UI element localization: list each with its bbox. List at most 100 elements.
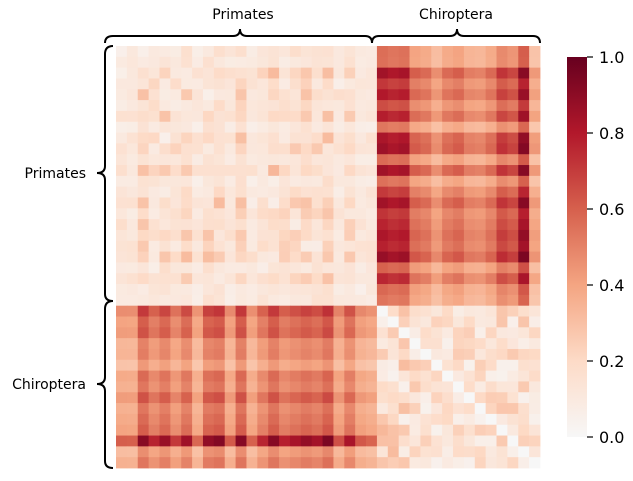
heatmap-cell	[224, 208, 236, 220]
heatmap-cell	[279, 392, 291, 404]
heatmap-cell	[398, 424, 410, 436]
heatmap-cell	[322, 121, 334, 133]
heatmap-cell	[529, 165, 541, 177]
heatmap-cell	[529, 403, 541, 415]
heatmap-cell	[474, 273, 487, 285]
heatmap-cell	[420, 154, 432, 166]
heatmap-cell	[246, 56, 258, 69]
heatmap-cell	[398, 446, 410, 458]
heatmap-cell	[289, 229, 302, 242]
heatmap-cell	[507, 403, 519, 415]
heatmap-cell	[159, 305, 171, 317]
heatmap-cell	[116, 121, 128, 133]
heatmap-cell	[257, 381, 269, 393]
heatmap-cell	[463, 316, 476, 328]
heatmap-cell	[376, 110, 389, 123]
heatmap-cell	[376, 370, 389, 382]
heatmap-cell	[148, 435, 160, 447]
heatmap-cell	[485, 219, 497, 231]
heatmap-cell	[333, 348, 345, 361]
heatmap-cell	[126, 67, 139, 79]
heatmap-cell	[213, 413, 226, 426]
heatmap-cell	[279, 132, 291, 144]
heatmap-cell	[463, 435, 476, 447]
heatmap-cell	[442, 154, 454, 166]
heatmap-cell	[159, 56, 171, 69]
heatmap-cell	[387, 381, 400, 393]
heatmap-cell	[311, 284, 323, 296]
heatmap-cell	[126, 284, 139, 296]
heatmap-cell	[376, 78, 389, 90]
heatmap-cell	[376, 327, 389, 339]
heatmap-cell	[398, 262, 410, 274]
top-brace-chiroptera	[371, 28, 541, 44]
heatmap-cell	[137, 240, 150, 252]
heatmap-cell	[431, 338, 443, 350]
heatmap-cell	[420, 251, 432, 263]
heatmap-cell	[148, 154, 160, 166]
heatmap-cell	[300, 284, 313, 296]
heatmap-cell	[311, 457, 323, 469]
heatmap-cell	[235, 348, 247, 361]
heatmap-cell	[333, 359, 345, 372]
heatmap-cell	[518, 219, 530, 231]
heatmap-cell	[453, 56, 465, 69]
heatmap-cell	[409, 413, 421, 426]
heatmap-cell	[311, 273, 323, 285]
heatmap-cell	[300, 413, 313, 426]
heatmap-cell	[159, 327, 171, 339]
heatmap-cell	[366, 110, 378, 123]
heatmap-cell	[159, 229, 171, 242]
heatmap-cell	[257, 251, 269, 263]
heatmap-cell	[202, 327, 215, 339]
heatmap-cell	[518, 67, 530, 79]
heatmap-cell	[485, 424, 497, 436]
heatmap-cell	[148, 46, 160, 58]
heatmap-cell	[257, 294, 269, 307]
heatmap-cell	[148, 100, 160, 112]
heatmap-cell	[322, 165, 334, 177]
heatmap-cell	[213, 240, 226, 252]
heatmap-cell	[116, 208, 128, 220]
heatmap-cell	[202, 446, 215, 458]
heatmap-cell	[257, 457, 269, 469]
heatmap-cell	[181, 273, 193, 285]
heatmap-cell	[398, 143, 410, 155]
heatmap-cell	[192, 132, 204, 144]
heatmap-cell	[387, 348, 400, 361]
heatmap-cell	[246, 121, 258, 133]
heatmap-cell	[322, 46, 334, 58]
heatmap-cell	[453, 100, 465, 112]
heatmap-cell	[344, 154, 356, 166]
heatmap-cell	[431, 143, 443, 155]
heatmap-cell	[246, 78, 258, 90]
heatmap-cell	[213, 197, 226, 209]
heatmap-cell	[126, 197, 139, 209]
heatmap-cell	[442, 403, 454, 415]
heatmap-cell	[387, 316, 400, 328]
heatmap-cell	[257, 240, 269, 252]
heatmap-cell	[376, 67, 389, 79]
heatmap-cell	[246, 143, 258, 155]
heatmap-cell	[431, 262, 443, 274]
heatmap-cell	[322, 240, 334, 252]
heatmap-cell	[442, 316, 454, 328]
heatmap-cell	[268, 348, 280, 361]
heatmap-cell	[224, 154, 236, 166]
heatmap-cell	[355, 89, 367, 101]
heatmap-cell	[333, 392, 345, 404]
heatmap-cell	[518, 208, 530, 220]
heatmap-cell	[463, 154, 476, 166]
heatmap-cell	[496, 413, 508, 426]
heatmap-cell	[279, 424, 291, 436]
heatmap-cell	[257, 219, 269, 231]
heatmap-cell	[137, 446, 150, 458]
heatmap-cell	[116, 78, 128, 90]
heatmap-cell	[420, 100, 432, 112]
heatmap-cell	[398, 165, 410, 177]
heatmap-cell	[192, 359, 204, 372]
heatmap-cell	[420, 56, 432, 69]
heatmap-cell	[409, 219, 421, 231]
heatmap-cell	[116, 413, 128, 426]
heatmap-cell	[148, 197, 160, 209]
